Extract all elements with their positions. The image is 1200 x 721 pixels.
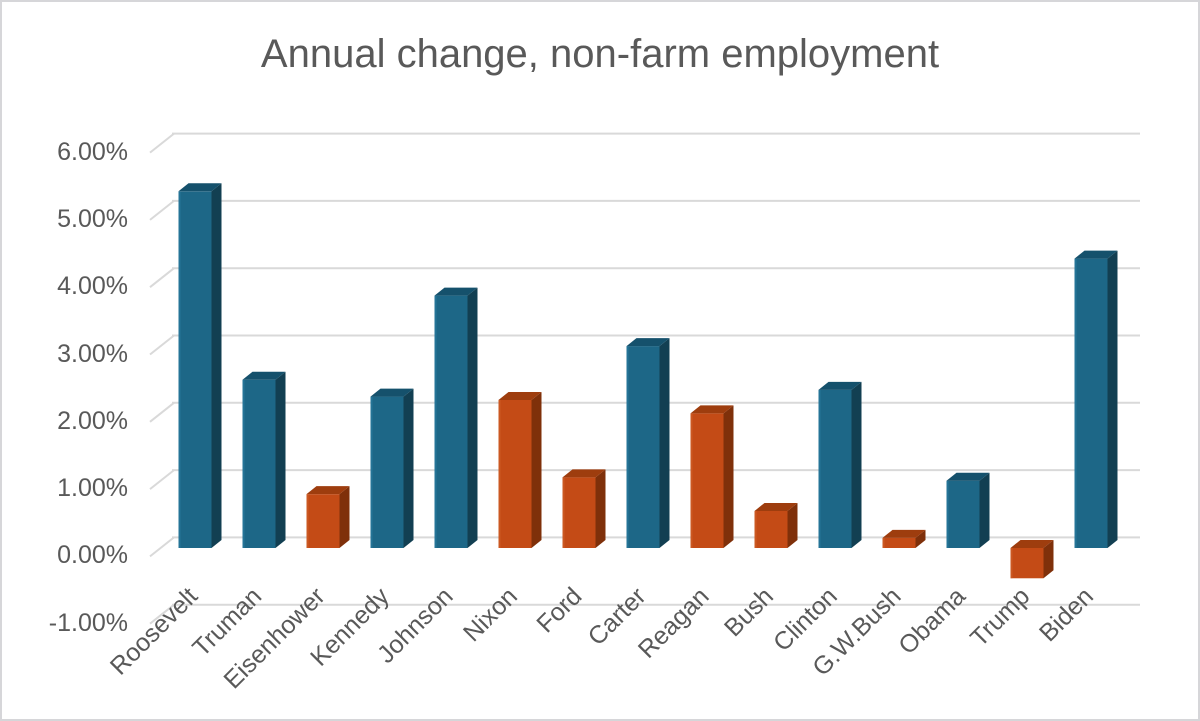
bar-ford-side xyxy=(595,469,606,548)
bar-roosevelt xyxy=(178,191,212,548)
bar-eisenhower-top xyxy=(306,486,350,495)
axis-tick xyxy=(149,536,175,558)
bar-johnson-side xyxy=(467,287,478,548)
y-axis-tick-label: 1.00% xyxy=(57,474,128,503)
bar-obama-top xyxy=(946,472,990,481)
axis-tick xyxy=(149,132,175,154)
bar-reagan-edge xyxy=(690,413,693,548)
bar-reagan xyxy=(690,413,724,548)
bar-g-w-bush-side xyxy=(915,529,926,548)
y-axis-tick-label: -1.00% xyxy=(48,608,128,637)
bar-truman xyxy=(242,379,276,548)
bar-eisenhower-side xyxy=(339,486,350,548)
bar-obama-edge xyxy=(946,480,949,548)
bar-ford-edge xyxy=(562,477,565,548)
bar-biden-top xyxy=(1074,250,1118,259)
axis-tick xyxy=(149,334,175,356)
axis-tick xyxy=(149,402,175,423)
axis-tick xyxy=(149,603,175,625)
bar-johnson-top xyxy=(434,287,478,296)
bar-truman-top xyxy=(242,371,286,380)
bar-obama-side xyxy=(979,472,990,548)
bar-bush-edge xyxy=(754,510,757,548)
bar-carter-side xyxy=(659,338,670,548)
bar-biden-side xyxy=(1107,250,1118,549)
bar-nixon-top xyxy=(498,391,542,400)
bar-reagan-top xyxy=(690,405,734,414)
bar-carter xyxy=(626,346,660,548)
y-axis-tick-label: 6.00% xyxy=(57,137,128,166)
axis-tick xyxy=(149,469,175,490)
bar-trump-edge xyxy=(1010,548,1013,579)
bar-roosevelt-edge xyxy=(178,191,181,548)
bar-clinton-side xyxy=(851,381,862,548)
bar-clinton-top xyxy=(818,381,862,390)
bar-bush-side xyxy=(787,502,798,548)
y-axis-tick-label: 0.00% xyxy=(57,541,128,570)
bar-reagan-side xyxy=(723,405,734,548)
y-axis-tick-label: 2.00% xyxy=(57,406,128,435)
bar-nixon-edge xyxy=(498,399,501,548)
bar-roosevelt-top xyxy=(178,183,222,192)
bar-trump-top xyxy=(1010,540,1054,548)
bar-bush xyxy=(754,510,788,548)
bar-g-w-bush-top xyxy=(882,529,926,538)
axis-tick xyxy=(149,200,175,221)
bar-truman-side xyxy=(275,371,286,548)
bar-g-w-bush xyxy=(882,537,916,548)
bar-carter-edge xyxy=(626,346,629,548)
y-axis-tick-label: 4.00% xyxy=(57,272,128,301)
bar-kennedy-top xyxy=(370,388,414,397)
bar-johnson xyxy=(434,295,468,548)
bar-kennedy xyxy=(370,396,404,548)
bar-g-w-bush-edge xyxy=(882,537,885,548)
y-axis-tick-label: 3.00% xyxy=(57,339,128,368)
y-axis-tick-label: 5.00% xyxy=(57,204,128,233)
bar-biden-edge xyxy=(1074,258,1077,548)
chart-title: Annual change, non-farm employment xyxy=(260,32,940,76)
bar-trump-side xyxy=(1043,540,1054,579)
bar-biden xyxy=(1074,258,1108,548)
bar-nixon-side xyxy=(531,391,542,548)
bar-eisenhower xyxy=(306,494,340,548)
bar-clinton-edge xyxy=(818,389,821,548)
bar-nixon xyxy=(498,399,532,548)
bar-kennedy-edge xyxy=(370,396,373,548)
bar-ford-top xyxy=(562,469,606,478)
bar-trump xyxy=(1010,548,1044,579)
bar-johnson-edge xyxy=(434,295,437,548)
bar-clinton xyxy=(818,389,852,548)
bar-carter-top xyxy=(626,338,670,347)
bar-truman-edge xyxy=(242,379,245,548)
bar-bush-top xyxy=(754,502,798,511)
bar-kennedy-side xyxy=(403,388,414,548)
bar-roosevelt-side xyxy=(211,183,222,548)
axis-tick xyxy=(149,267,175,288)
bar-eisenhower-edge xyxy=(306,494,309,548)
bar-ford xyxy=(562,477,596,548)
bar-obama xyxy=(946,480,980,548)
